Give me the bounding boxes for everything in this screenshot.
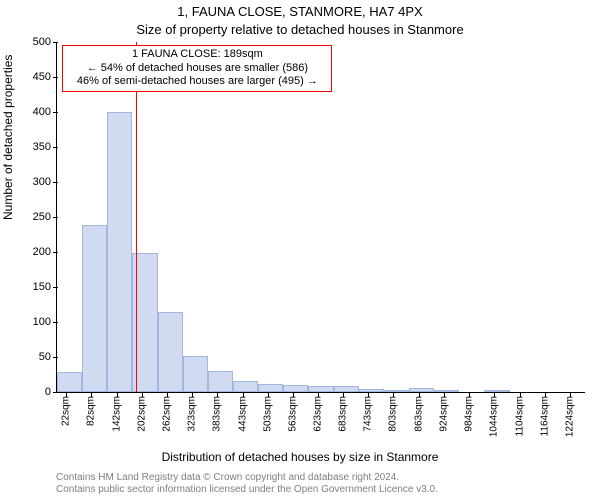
x-tick: 323sqm bbox=[187, 392, 198, 432]
x-tick: 563sqm bbox=[287, 392, 298, 432]
y-axis-label: Number of detached properties bbox=[1, 55, 15, 220]
chart-container: 1, FAUNA CLOSE, STANMORE, HA7 4PX Size o… bbox=[0, 0, 600, 500]
y-tick: 50 bbox=[39, 351, 57, 363]
x-tick: 142sqm bbox=[111, 392, 122, 432]
histogram-bar bbox=[484, 390, 509, 392]
x-tick: 1224sqm bbox=[564, 392, 575, 437]
x-tick: 1044sqm bbox=[489, 392, 500, 437]
annotation-line: 46% of semi-detached houses are larger (… bbox=[67, 75, 327, 89]
annotation-line: 1 FAUNA CLOSE: 189sqm bbox=[67, 48, 327, 62]
x-tick: 202sqm bbox=[136, 392, 147, 432]
x-tick: 984sqm bbox=[464, 392, 475, 432]
histogram-bar bbox=[308, 386, 333, 392]
y-tick: 0 bbox=[45, 386, 57, 398]
annotation-box: 1 FAUNA CLOSE: 189sqm← 54% of detached h… bbox=[62, 45, 332, 92]
x-tick: 863sqm bbox=[413, 392, 424, 432]
x-tick: 22sqm bbox=[61, 392, 72, 426]
y-tick: 300 bbox=[33, 176, 57, 188]
histogram-bar bbox=[359, 389, 384, 392]
chart-title-subtitle: Size of property relative to detached ho… bbox=[0, 22, 600, 37]
footer-attribution: Contains HM Land Registry data © Crown c… bbox=[56, 472, 438, 496]
x-tick: 1164sqm bbox=[539, 392, 550, 436]
histogram-bar bbox=[82, 225, 107, 392]
y-tick: 450 bbox=[33, 71, 57, 83]
histogram-bar bbox=[208, 371, 233, 392]
x-tick: 262sqm bbox=[161, 392, 172, 432]
x-tick: 683sqm bbox=[338, 392, 349, 432]
footer-line-1: Contains HM Land Registry data © Crown c… bbox=[56, 472, 438, 484]
x-axis-label: Distribution of detached houses by size … bbox=[0, 450, 600, 464]
property-marker-line bbox=[136, 42, 137, 392]
histogram-bar bbox=[409, 388, 434, 392]
x-tick: 503sqm bbox=[262, 392, 273, 432]
x-tick: 924sqm bbox=[439, 392, 450, 432]
histogram-bar bbox=[434, 390, 459, 392]
histogram-bar bbox=[183, 356, 208, 392]
y-tick: 100 bbox=[33, 316, 57, 328]
x-tick: 443sqm bbox=[237, 392, 248, 432]
plot-area: 05010015020025030035040045050022sqm82sqm… bbox=[56, 42, 585, 393]
footer-line-2: Contains public sector information licen… bbox=[56, 484, 438, 496]
y-tick: 350 bbox=[33, 141, 57, 153]
histogram-bar bbox=[334, 386, 359, 392]
x-tick: 383sqm bbox=[212, 392, 223, 432]
histogram-bar bbox=[283, 385, 308, 392]
y-tick: 200 bbox=[33, 246, 57, 258]
y-tick: 500 bbox=[33, 36, 57, 48]
histogram-bar bbox=[158, 312, 183, 393]
chart-title-address: 1, FAUNA CLOSE, STANMORE, HA7 4PX bbox=[0, 4, 600, 19]
annotation-line: ← 54% of detached houses are smaller (58… bbox=[67, 62, 327, 76]
histogram-bar bbox=[233, 381, 258, 392]
histogram-bar bbox=[384, 390, 409, 392]
y-tick: 400 bbox=[33, 106, 57, 118]
y-tick: 150 bbox=[33, 281, 57, 293]
y-tick: 250 bbox=[33, 211, 57, 223]
x-tick: 82sqm bbox=[86, 392, 97, 426]
x-tick: 623sqm bbox=[313, 392, 324, 432]
x-tick: 743sqm bbox=[363, 392, 374, 432]
x-tick: 1104sqm bbox=[514, 392, 525, 436]
histogram-bar bbox=[107, 112, 132, 392]
histogram-bar bbox=[57, 372, 82, 392]
histogram-bar bbox=[258, 384, 283, 392]
x-tick: 803sqm bbox=[388, 392, 399, 432]
